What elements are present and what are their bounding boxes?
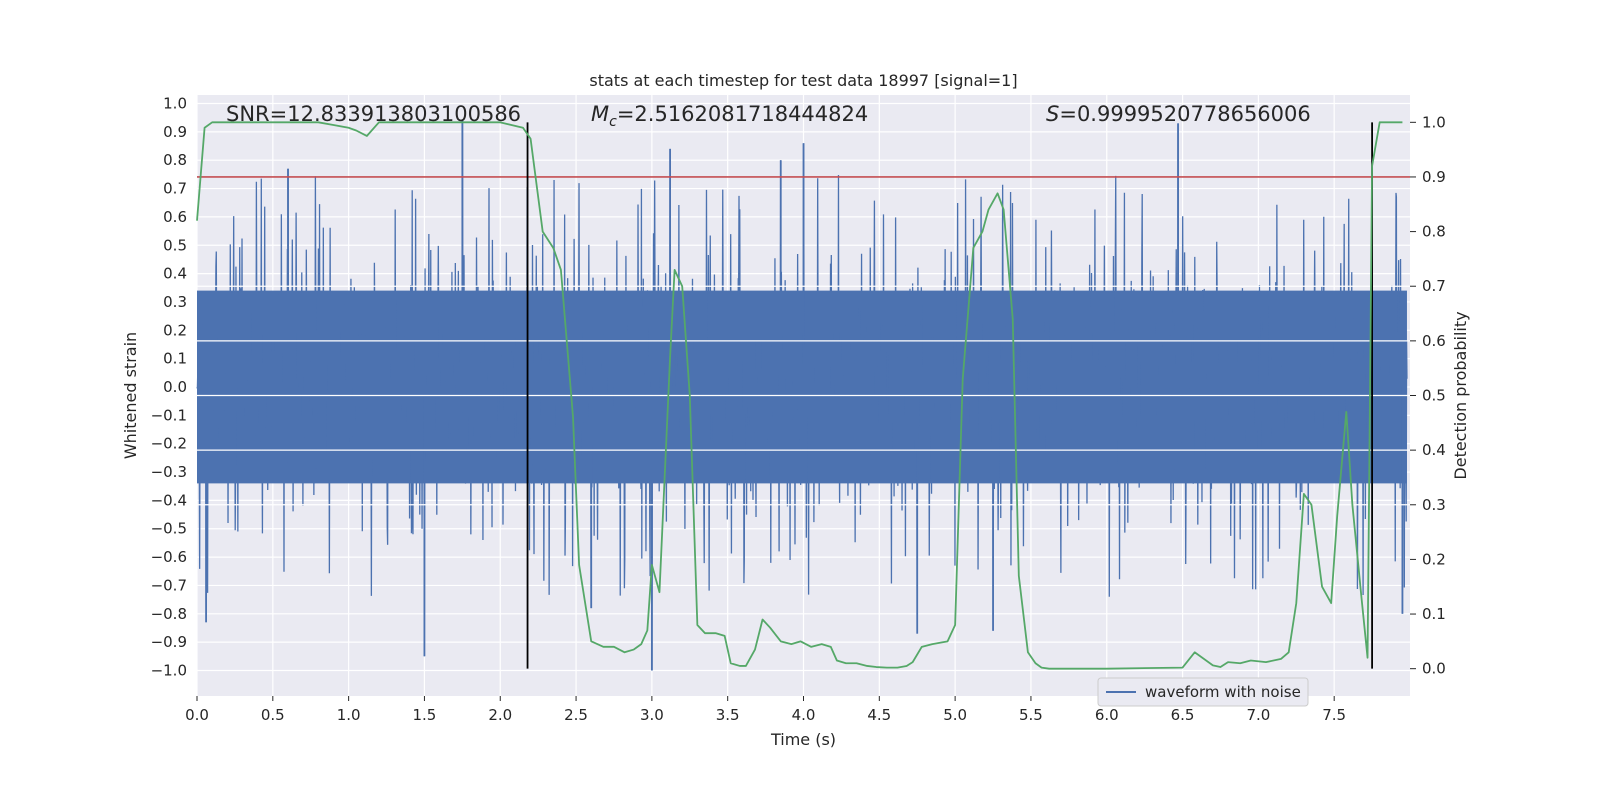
y-left-tick-label: 0.5 (163, 236, 187, 254)
axes: 0.0 0.5 1.0 1.5 2.0 2.5 3.0 3.5 4.0 4.5 5.0 5.5 6.0 6… (151, 95, 1446, 724)
x-tick-label: 1.5 (413, 706, 437, 724)
y-right-tick-label: 0.1 (1422, 605, 1446, 623)
x-tick-label: 7.5 (1322, 706, 1346, 724)
probability-line (196, 121, 1403, 670)
x-tick-label: 2.5 (564, 706, 588, 724)
y-left-tick-label: 0.9 (163, 123, 187, 141)
x-tick-label: 1.0 (337, 706, 361, 724)
s-value: =0.9999520778656006 (1059, 102, 1310, 126)
chart-title: stats at each timestep for test data 189… (589, 71, 1017, 90)
y-right-tick-label: 1.0 (1422, 113, 1446, 131)
x-tick-label: 4.5 (867, 706, 891, 724)
y-right-tick-label: 0.6 (1422, 332, 1446, 350)
y-left-tick-label: 0.4 (163, 265, 187, 283)
y-axis-right-label: Detection probability (1451, 311, 1470, 479)
mc-value: =2.5162081718444824 (617, 102, 868, 126)
x-axis-label: Time (s) (770, 730, 836, 749)
y-left-tick-label: −0.6 (151, 548, 187, 566)
snr-annotation: SNR=12.833913803100586 (226, 102, 521, 126)
y-right-tick-label: 0.8 (1422, 223, 1446, 241)
score-annotation: S=0.9999520778656006 (1046, 102, 1311, 126)
x-tick-label: 6.5 (1171, 706, 1195, 724)
x-tick-label: 3.5 (716, 706, 740, 724)
y-left-tick-label: 1.0 (163, 95, 187, 113)
x-tick-label: 3.0 (640, 706, 664, 724)
y-right-tick-label: 0.3 (1422, 496, 1446, 514)
x-tick-label: 2.0 (488, 706, 512, 724)
y-left-tick-label: −1.0 (151, 661, 187, 679)
y-left-tick-label: 0.6 (163, 208, 187, 226)
legend-box (1097, 677, 1309, 707)
chirp-mass-annotation: Mc=2.5162081718444824 (591, 102, 868, 130)
y-right-tick-label: 0.4 (1422, 441, 1446, 459)
x-tick-label: 7.0 (1246, 706, 1270, 724)
y-left-tick-label: −0.7 (151, 576, 187, 594)
y-right-tick-label: 0.2 (1422, 550, 1446, 568)
legend-label-waveform: waveform with noise (1145, 683, 1301, 701)
x-tick-label: 6.0 (1095, 706, 1119, 724)
y-left-tick-label: 0.3 (163, 293, 187, 311)
y-left-tick-label: 0.0 (163, 378, 187, 396)
y-left-tick-label: −0.5 (151, 520, 187, 538)
legend: waveform with noise (1097, 677, 1309, 707)
x-tick-label: 0.5 (261, 706, 285, 724)
x-tick-label: 5.0 (943, 706, 967, 724)
y-left-tick-label: −0.8 (151, 605, 187, 623)
y-right-tick-label: 0.7 (1422, 277, 1446, 295)
y-left-tick-label: −0.9 (151, 633, 187, 651)
mc-symbol: M (591, 102, 609, 126)
overlay-layer (196, 121, 1410, 670)
y-right-tick-label: 0.9 (1422, 168, 1446, 186)
strain-line (196, 120, 1408, 671)
y-left-tick-label: 0.8 (163, 151, 187, 169)
y-left-tick-label: 0.1 (163, 350, 187, 368)
y-left-tick-label: −0.3 (151, 463, 187, 481)
y-axis-left-label: Whitened strain (121, 332, 140, 459)
y-left-tick-label: −0.4 (151, 491, 187, 509)
s-symbol: S (1046, 102, 1059, 126)
x-tick-label: 0.0 (185, 706, 209, 724)
strain-series (196, 120, 1408, 671)
y-right-tick-label: 0.5 (1422, 387, 1446, 405)
y-right-tick-label: 0.0 (1422, 660, 1446, 678)
y-left-tick-label: 0.7 (163, 180, 187, 198)
y-left-tick-label: −0.2 (151, 435, 187, 453)
x-tick-label: 5.5 (1019, 706, 1043, 724)
mc-subscript: c (609, 114, 617, 130)
x-tick-label: 4.0 (792, 706, 816, 724)
y-left-tick-label: −0.1 (151, 406, 187, 424)
y-left-tick-label: 0.2 (163, 321, 187, 339)
